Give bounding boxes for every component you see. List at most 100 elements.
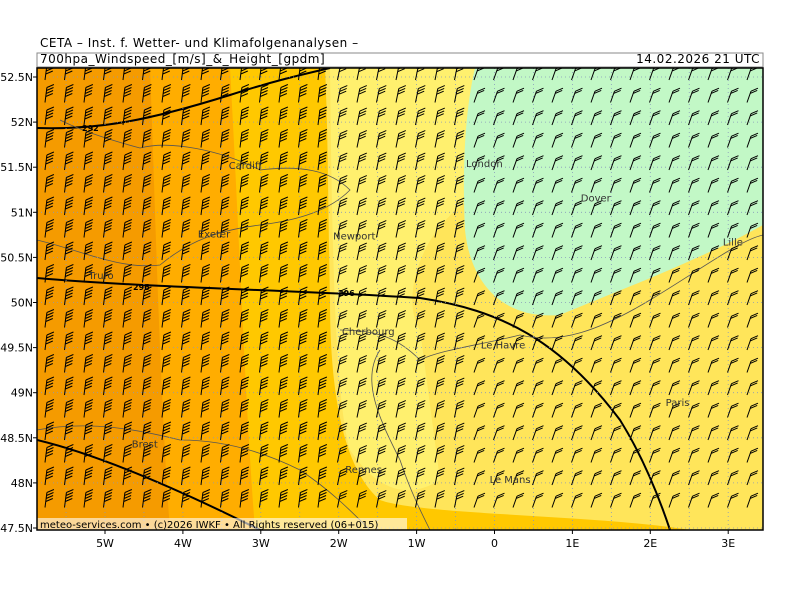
wind-barb <box>181 106 191 126</box>
wind-barb <box>532 357 544 373</box>
wind-barb <box>83 219 94 238</box>
wind-barb <box>376 130 387 148</box>
wind-barb <box>337 152 348 171</box>
wind-barb <box>317 489 328 508</box>
wind-barb <box>103 174 113 193</box>
wind-barb <box>707 402 720 418</box>
wind-barb <box>649 110 661 126</box>
wind-barb <box>512 425 525 441</box>
wind-barb <box>746 110 759 126</box>
wind-barb <box>103 151 113 171</box>
wind-barb <box>122 68 132 81</box>
wind-barb <box>610 290 622 306</box>
wind-barb <box>103 286 113 306</box>
wind-barb <box>317 196 328 216</box>
wind-barb <box>220 264 230 283</box>
wind-barb <box>239 309 250 328</box>
wind-barb <box>376 490 387 508</box>
wind-barb <box>376 85 387 103</box>
wind-barb <box>473 425 486 441</box>
wind-barb <box>746 177 759 193</box>
wind-barb <box>161 466 172 486</box>
wind-barb <box>590 110 603 126</box>
wind-barb <box>376 107 387 126</box>
wind-barb <box>649 267 661 283</box>
wind-barb <box>571 447 583 463</box>
wind-barb <box>707 290 720 306</box>
wind-barb <box>181 421 191 441</box>
city-label: Newport <box>333 231 375 242</box>
city-label: Cherbourg <box>342 327 395 338</box>
wind-barb <box>493 110 505 126</box>
wind-barb <box>161 106 172 126</box>
wind-barb <box>103 129 113 148</box>
wind-barb <box>649 222 661 238</box>
wind-barb <box>161 309 172 328</box>
wind-barb <box>278 309 289 328</box>
wind-barb <box>83 376 94 396</box>
lon-label: 0 <box>491 537 498 550</box>
wind-barb <box>317 376 328 396</box>
wind-barb <box>395 152 406 171</box>
wind-barb <box>278 466 289 486</box>
wind-barb <box>629 470 642 486</box>
wind-barb <box>64 106 74 126</box>
wind-barb <box>415 197 426 216</box>
wind-barb <box>298 331 308 351</box>
wind-barb <box>259 489 269 508</box>
wind-barb <box>610 245 622 261</box>
wind-barb <box>278 399 289 418</box>
wind-barb <box>103 68 112 81</box>
wind-barb <box>434 445 445 463</box>
wind-barb <box>142 264 152 283</box>
wind-barb <box>200 286 211 306</box>
wind-barb <box>356 355 367 373</box>
wind-barb <box>259 444 269 463</box>
wind-barb <box>454 310 465 328</box>
wind-barb <box>454 107 465 126</box>
wind-barb <box>44 399 55 418</box>
wind-barb <box>590 87 603 103</box>
wind-barb <box>571 245 583 261</box>
wind-barb <box>688 335 700 351</box>
wind-barb <box>590 402 603 418</box>
wind-barb <box>668 357 681 373</box>
wind-barb <box>64 444 74 463</box>
wind-barb <box>629 110 642 126</box>
wind-barb <box>337 490 348 508</box>
wind-barb <box>122 331 133 351</box>
wind-barb <box>181 264 191 283</box>
wind-barb <box>571 402 583 418</box>
wind-barb <box>688 402 700 418</box>
wind-barb <box>571 110 583 126</box>
wind-barb <box>220 84 230 103</box>
wind-barb <box>44 444 55 463</box>
wind-barb <box>571 200 583 216</box>
wind-barb <box>395 265 406 283</box>
wind-barb <box>259 354 269 373</box>
wind-barb <box>532 200 544 216</box>
wind-barb <box>278 264 289 283</box>
wind-barb <box>512 470 525 486</box>
wind-barb <box>571 470 583 486</box>
wind-barb <box>551 267 564 283</box>
wind-barb <box>44 68 54 81</box>
wind-barb <box>161 196 172 216</box>
wind-barb <box>356 242 367 261</box>
wind-barb <box>64 399 74 418</box>
wind-barb <box>64 84 74 103</box>
wind-barb <box>434 152 445 171</box>
wind-barb <box>649 492 661 508</box>
wind-barb <box>532 402 544 418</box>
wind-barb <box>551 357 564 373</box>
wind-barb <box>395 68 405 81</box>
wind-barb <box>493 380 505 396</box>
wind-barb <box>707 312 720 328</box>
wind-barb <box>122 264 133 283</box>
wind-barb <box>200 196 211 216</box>
wind-barb <box>44 421 55 441</box>
wind-barb <box>317 129 328 148</box>
wind-barb <box>707 425 720 441</box>
wind-barb <box>122 444 133 463</box>
wind-barb <box>727 290 739 306</box>
